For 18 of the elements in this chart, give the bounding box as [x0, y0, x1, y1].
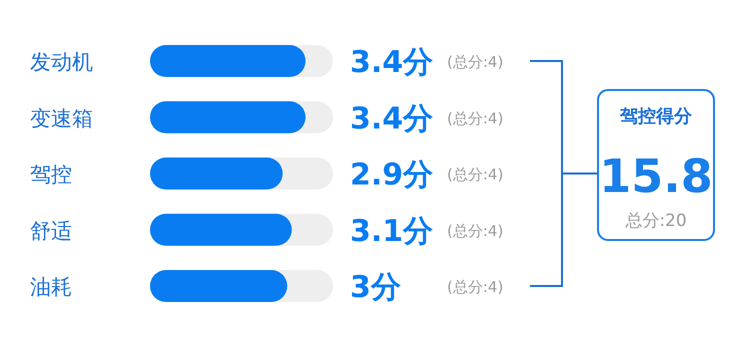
text: (总分:4)	[447, 53, 504, 71]
data-label: 3.4分	[350, 101, 434, 136]
text: (总分:4)	[447, 278, 504, 296]
text: (总分:4)	[447, 166, 504, 184]
text: (总分:4)	[447, 222, 504, 240]
y-tick-label: 油耗	[30, 275, 72, 299]
y-tick-label: 变速箱	[30, 106, 93, 130]
data-label: 3.4分	[350, 45, 434, 80]
text: 驾控得分	[619, 106, 693, 127]
data-label: 3.1分	[350, 214, 434, 249]
y-tick-label: 舒适	[30, 218, 72, 243]
data-label: 3分	[350, 270, 401, 305]
y-tick-label: 驾控	[30, 162, 72, 186]
text: 15.8	[599, 149, 713, 203]
text: (总分:4)	[447, 109, 504, 128]
text: 总分:20	[624, 211, 687, 231]
data-label: 2.9分	[350, 158, 434, 192]
y-tick-label: 发动机	[30, 50, 93, 74]
